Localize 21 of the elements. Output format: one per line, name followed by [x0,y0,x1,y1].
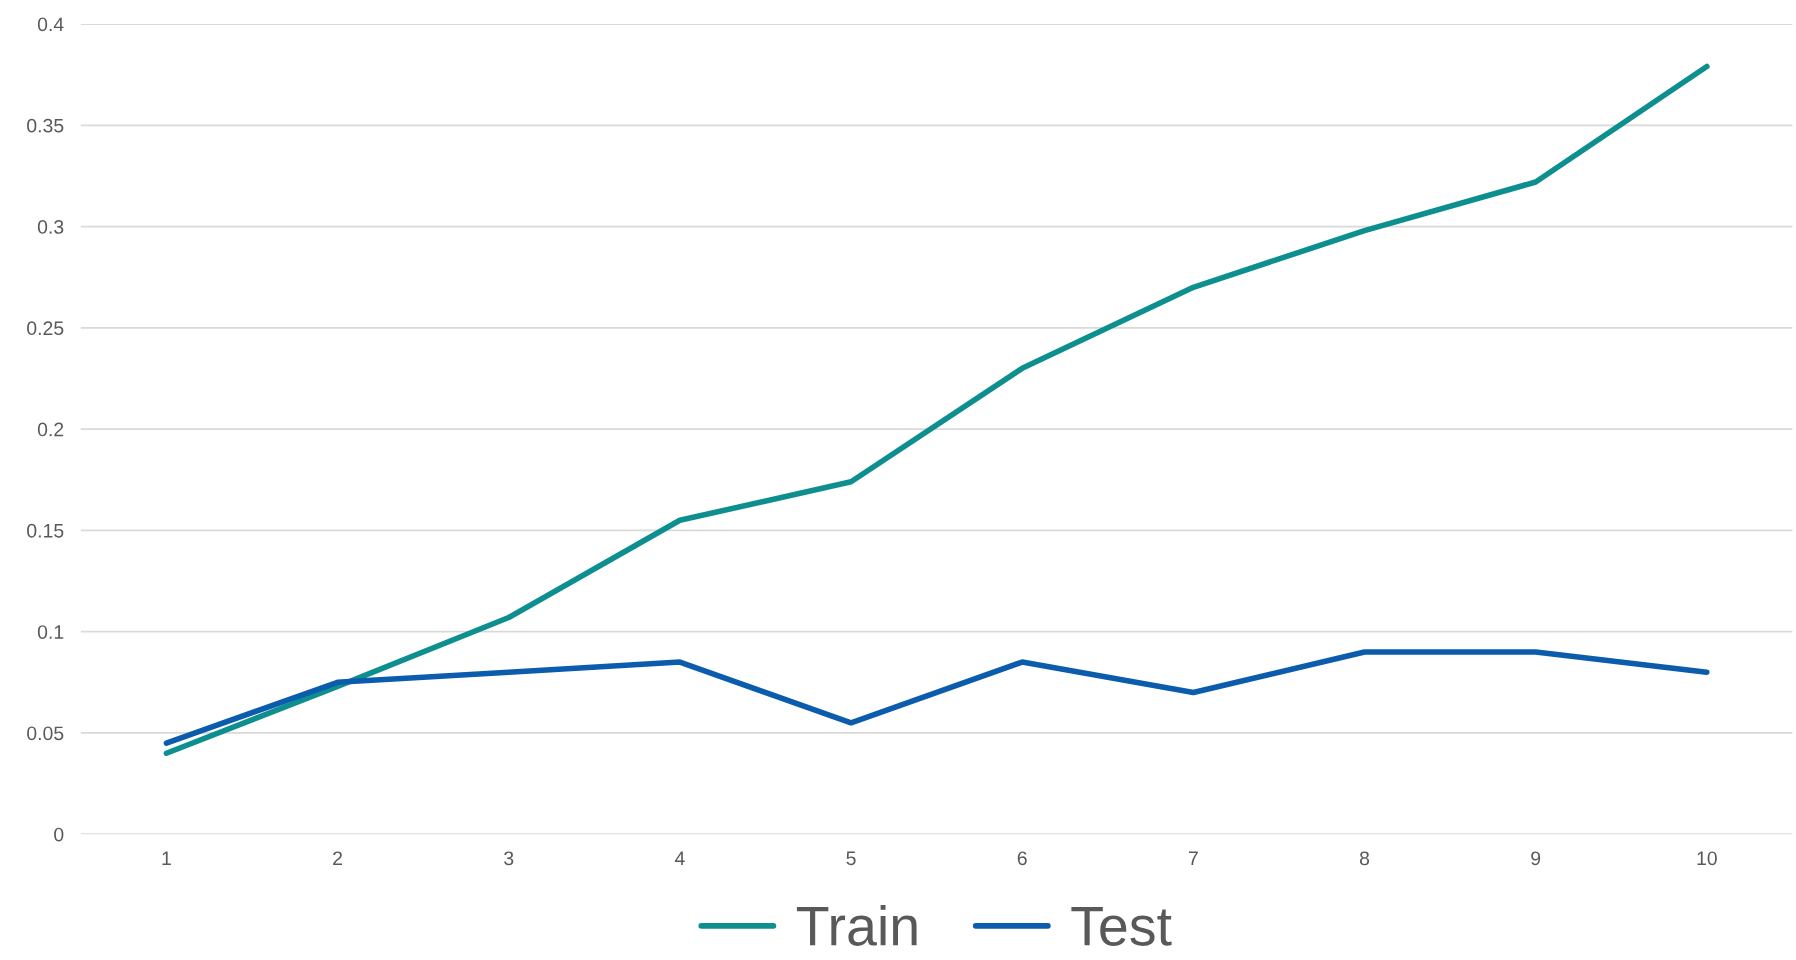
y-tick-label: 0.1 [37,625,64,639]
x-tick-label: 8 [1359,851,1370,866]
x-tick-label: 6 [1017,851,1027,866]
y-tick-label: 0.05 [27,726,64,741]
y-tick-label: 0.15 [27,523,64,538]
y-tick-label: 0.3 [37,220,64,234]
x-tick-label: 3 [504,851,514,866]
x-tick-label: 7 [1188,851,1198,865]
y-tick-label: 0.4 [37,17,64,32]
legend-label: Test [1071,907,1172,946]
y-tick-label: 0.25 [27,321,64,336]
x-tick-label: 5 [846,851,856,866]
y-tick-label: 0.35 [27,118,64,133]
x-tick-label: 1 [162,851,171,865]
legend-label: Train [796,905,917,946]
x-tick-label: 4 [674,851,685,865]
x-tick-label: 2 [333,851,342,865]
x-tick-label: 10 [1697,851,1717,866]
y-tick-label: 0.2 [37,422,64,437]
x-tick-label: 9 [1531,851,1541,866]
y-tick-label: 0 [54,827,64,842]
